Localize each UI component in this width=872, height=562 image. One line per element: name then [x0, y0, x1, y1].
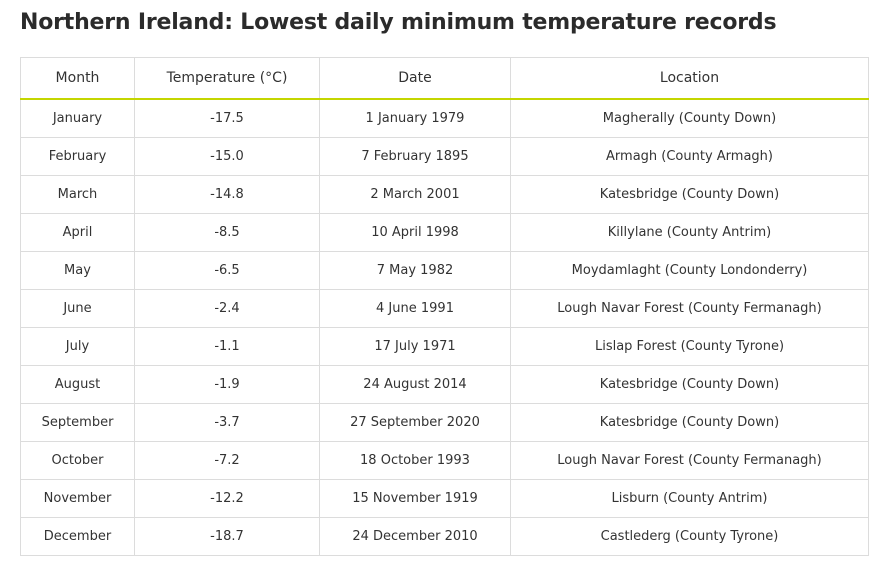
table-row: August -1.9 24 August 2014 Katesbridge (…	[20, 365, 869, 404]
cell-temperature: -3.7	[134, 403, 320, 442]
table-row: July -1.1 17 July 1971 Lislap Forest (Co…	[20, 327, 869, 366]
cell-month: April	[20, 213, 135, 252]
table-row: November -12.2 15 November 1919 Lisburn …	[20, 479, 869, 518]
cell-temperature: -15.0	[134, 137, 320, 176]
table-body: January -17.5 1 January 1979 Magherally …	[20, 98, 869, 556]
cell-location: Katesbridge (County Down)	[510, 403, 869, 442]
cell-month: May	[20, 251, 135, 290]
cell-location: Killylane (County Antrim)	[510, 213, 869, 252]
cell-month: February	[20, 137, 135, 176]
table-row: October -7.2 18 October 1993 Lough Navar…	[20, 441, 869, 480]
cell-location: Lislap Forest (County Tyrone)	[510, 327, 869, 366]
cell-location: Armagh (County Armagh)	[510, 137, 869, 176]
table-row: December -18.7 24 December 2010 Castlede…	[20, 517, 869, 556]
cell-temperature: -14.8	[134, 175, 320, 214]
cell-month: July	[20, 327, 135, 366]
cell-temperature: -12.2	[134, 479, 320, 518]
cell-date: 15 November 1919	[319, 479, 511, 518]
cell-month: November	[20, 479, 135, 518]
cell-temperature: -8.5	[134, 213, 320, 252]
table-row: June -2.4 4 June 1991 Lough Navar Forest…	[20, 289, 869, 328]
cell-date: 4 June 1991	[319, 289, 511, 328]
cell-date: 7 May 1982	[319, 251, 511, 290]
cell-month: October	[20, 441, 135, 480]
header-row: Month Temperature (°C) Date Location	[20, 57, 869, 100]
cell-date: 1 January 1979	[319, 98, 511, 138]
cell-date: 2 March 2001	[319, 175, 511, 214]
cell-temperature: -2.4	[134, 289, 320, 328]
cell-date: 7 February 1895	[319, 137, 511, 176]
page-title: Northern Ireland: Lowest daily minimum t…	[20, 10, 777, 35]
table-row: April -8.5 10 April 1998 Killylane (Coun…	[20, 213, 869, 252]
cell-location: Katesbridge (County Down)	[510, 365, 869, 404]
cell-temperature: -17.5	[134, 98, 320, 138]
table-header: Month Temperature (°C) Date Location	[20, 57, 869, 100]
cell-month: January	[20, 98, 135, 138]
table-row: February -15.0 7 February 1895 Armagh (C…	[20, 137, 869, 176]
column-header-date: Date	[319, 57, 511, 100]
column-header-temperature: Temperature (°C)	[134, 57, 320, 100]
cell-location: Moydamlaght (County Londonderry)	[510, 251, 869, 290]
table-row: March -14.8 2 March 2001 Katesbridge (Co…	[20, 175, 869, 214]
cell-location: Lough Navar Forest (County Fermanagh)	[510, 441, 869, 480]
table-row: September -3.7 27 September 2020 Katesbr…	[20, 403, 869, 442]
cell-temperature: -1.1	[134, 327, 320, 366]
cell-location: Castlederg (County Tyrone)	[510, 517, 869, 556]
cell-date: 10 April 1998	[319, 213, 511, 252]
cell-month: December	[20, 517, 135, 556]
cell-date: 17 July 1971	[319, 327, 511, 366]
cell-temperature: -6.5	[134, 251, 320, 290]
records-table: Month Temperature (°C) Date Location Jan…	[20, 57, 869, 556]
cell-date: 24 December 2010	[319, 517, 511, 556]
cell-date: 18 October 1993	[319, 441, 511, 480]
cell-location: Magherally (County Down)	[510, 98, 869, 138]
cell-month: August	[20, 365, 135, 404]
cell-date: 24 August 2014	[319, 365, 511, 404]
table-row: May -6.5 7 May 1982 Moydamlaght (County …	[20, 251, 869, 290]
table-row: January -17.5 1 January 1979 Magherally …	[20, 98, 869, 138]
cell-temperature: -1.9	[134, 365, 320, 404]
cell-location: Lisburn (County Antrim)	[510, 479, 869, 518]
cell-month: September	[20, 403, 135, 442]
cell-date: 27 September 2020	[319, 403, 511, 442]
cell-temperature: -18.7	[134, 517, 320, 556]
column-header-location: Location	[510, 57, 869, 100]
cell-location: Lough Navar Forest (County Fermanagh)	[510, 289, 869, 328]
cell-temperature: -7.2	[134, 441, 320, 480]
cell-month: March	[20, 175, 135, 214]
cell-location: Katesbridge (County Down)	[510, 175, 869, 214]
column-header-month: Month	[20, 57, 135, 100]
cell-month: June	[20, 289, 135, 328]
